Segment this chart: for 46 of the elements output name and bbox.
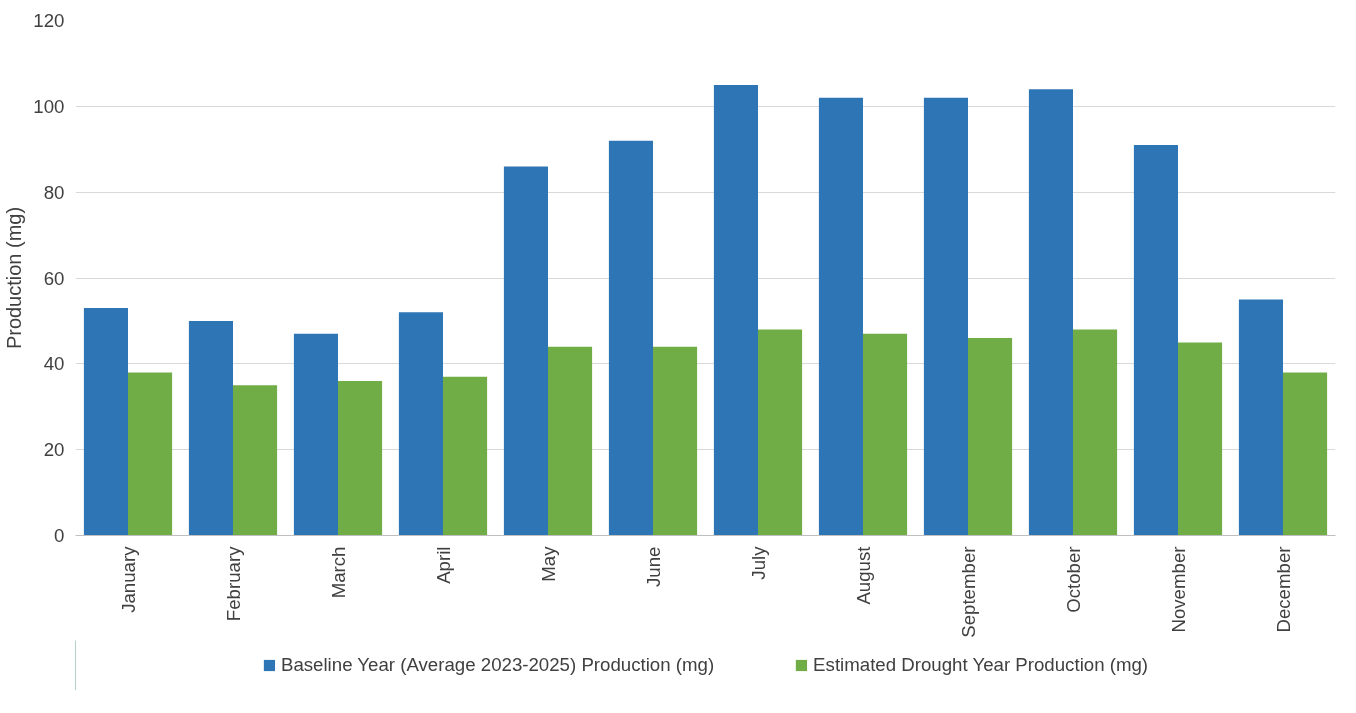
legend-label: Baseline Year (Average 2023-2025) Production (mg) (280, 654, 715, 676)
bar (1073, 329, 1118, 536)
bar (503, 166, 548, 536)
x-tick-label: August (852, 545, 874, 605)
bar (968, 338, 1013, 536)
y-tick-label: 80 (43, 181, 65, 203)
y-tick-label: 20 (43, 439, 65, 461)
y-tick-label: 60 (43, 267, 65, 289)
bar (713, 84, 758, 536)
x-tick-label: January (117, 545, 139, 613)
bar (1028, 89, 1073, 536)
x-tick-label: September (957, 546, 979, 638)
y-tick-label: 120 (33, 10, 65, 31)
x-tick-label: December (1272, 546, 1294, 633)
x-tick-label: June (642, 546, 664, 587)
x-tick-label: February (222, 545, 244, 622)
bar (608, 140, 653, 536)
bar (338, 381, 383, 536)
x-tick-label: March (327, 546, 349, 599)
bar (1178, 342, 1223, 536)
bar (128, 372, 173, 536)
x-tick-label: July (747, 545, 769, 580)
bar (548, 346, 593, 536)
bar (443, 376, 488, 536)
x-tick-label: April (432, 546, 454, 584)
y-tick-label: 100 (33, 95, 65, 117)
bar (398, 312, 443, 536)
bar (1133, 144, 1178, 536)
y-tick-label: 40 (43, 353, 65, 375)
y-tick-label: 0 (54, 525, 65, 546)
bar (758, 329, 803, 536)
legend-label: Estimated Drought Year Production (mg) (813, 654, 1149, 676)
bar (293, 333, 338, 536)
bar (863, 333, 908, 536)
bar (1238, 299, 1283, 536)
bar (233, 385, 278, 536)
bar (653, 346, 698, 536)
x-tick-label: November (1167, 546, 1189, 633)
bar (188, 320, 233, 536)
bar (83, 308, 128, 536)
bar (1283, 372, 1328, 536)
bar (818, 97, 863, 536)
x-tick-label: May (537, 545, 559, 582)
y-axis-title: Production (mg) (3, 206, 26, 350)
x-tick-label: October (1062, 546, 1084, 613)
bar (923, 97, 968, 536)
